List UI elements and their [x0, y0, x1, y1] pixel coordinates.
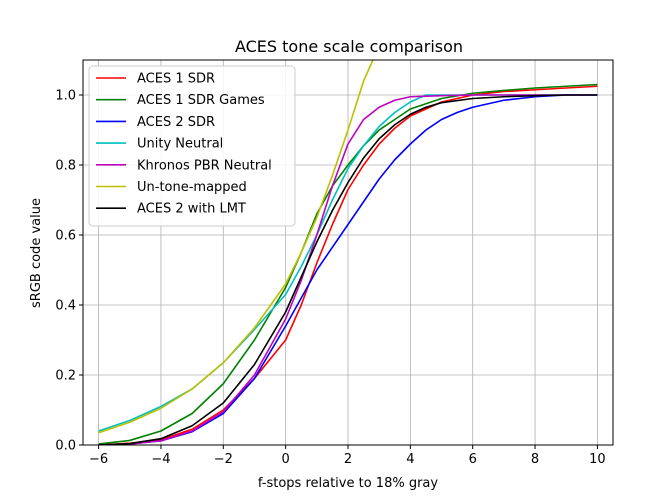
series-lines	[98, 60, 598, 445]
tick-layer: −6 −4 −2 0 2 4 6 8 10 0.0 0.2 0.4 0.6 0.8 1.0	[55, 89, 605, 468]
x-axis-label: f-stops relative to 18% gray	[258, 476, 438, 491]
series-line-un-tone-mapped	[98, 60, 374, 434]
legend-label-aces-2-sdr: ACES 2 SDR	[137, 115, 215, 130]
chart-title: ACES tone scale comparison	[235, 37, 463, 56]
y-tick-label: 0.8	[55, 159, 76, 174]
x-tick-label: −4	[151, 452, 170, 467]
x-tick-label: 10	[589, 452, 606, 467]
series-layer	[98, 60, 598, 445]
x-tick-label: 8	[531, 452, 539, 467]
legend-label-unity-neutral: Unity Neutral	[137, 137, 223, 152]
x-tick-label: 2	[344, 452, 352, 467]
series-line-aces-2-sdr	[98, 94, 598, 445]
y-tick-label: 0.0	[55, 439, 76, 454]
series-line-aces-1-sdr	[98, 85, 598, 445]
legend-label-un-tone-mapped: Un-tone-mapped	[137, 180, 247, 195]
x-tick-label: 6	[469, 452, 477, 467]
series-line-aces-2-with-lmt	[98, 94, 598, 445]
y-tick-label: 0.4	[55, 299, 76, 314]
y-tick-label: 1.0	[55, 89, 76, 104]
legend-label-aces-2-with-lmt: ACES 2 with LMT	[137, 202, 246, 217]
legend-box	[88, 65, 296, 227]
legend: ACES 1 SDR ACES 1 SDR Games ACES 2 SDR Unit…	[88, 65, 296, 227]
legend-label-aces-1-sdr-games: ACES 1 SDR Games	[137, 93, 265, 108]
x-tick-label: −2	[214, 452, 233, 467]
series-line-khronos-pbr-neutral	[98, 94, 598, 445]
legend-label-khronos-pbr-neutral: Khronos PBR Neutral	[137, 158, 272, 173]
y-axis-label: sRGB code value	[29, 198, 44, 308]
x-tick-label: 4	[406, 452, 414, 467]
x-tick-label: 0	[282, 452, 290, 467]
y-tick-label: 0.2	[55, 369, 76, 384]
series-line-aces-1-sdr-games	[98, 83, 598, 445]
x-tick-label: −6	[89, 452, 108, 467]
y-tick-label: 0.6	[55, 229, 76, 244]
legend-label-aces-1-sdr: ACES 1 SDR	[137, 72, 215, 87]
